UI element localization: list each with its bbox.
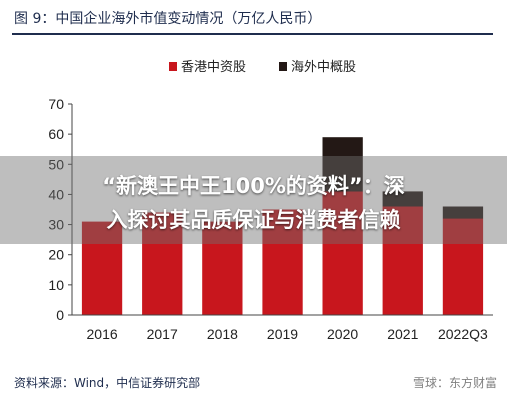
bar-segment: [322, 137, 363, 192]
source-note: 资料来源：Wind，中信证券研究部: [14, 376, 201, 390]
overlay-banner: [0, 156, 507, 244]
bar-segment: [442, 218, 484, 315]
y-tick-label: 0: [56, 307, 64, 323]
bar-segment: [81, 221, 123, 315]
title-divider: [12, 33, 493, 35]
y-tick-label: 30: [48, 217, 64, 233]
y-tick-label: 20: [48, 247, 64, 263]
y-tick-label: 10: [48, 277, 64, 293]
x-tick-label: 2017: [147, 326, 178, 342]
x-tick-label: 2018: [207, 326, 238, 342]
y-tick-label: 40: [48, 186, 64, 202]
bar-segment: [382, 191, 423, 207]
chart-legend: 香港中资股 海外中概股: [169, 59, 356, 74]
watermark: 雪球：东方财富: [412, 376, 497, 390]
figure-title: 图 9：中国企业海外市值变动情况（万亿人民币）: [14, 11, 322, 27]
x-tick-label: 2019: [267, 326, 298, 342]
bar-segment: [382, 206, 423, 315]
x-tick-label: 2021: [387, 326, 418, 342]
y-tick-label: 50: [48, 156, 64, 172]
x-tick-label: 2020: [327, 326, 358, 342]
legend-label: 香港中资股: [181, 59, 246, 74]
y-tick-label: 60: [48, 126, 64, 142]
legend-swatch: [279, 62, 287, 71]
bar-segment: [202, 221, 243, 315]
overlay-headline-line1: “新澳王中王100%的资料”：深: [102, 174, 405, 198]
bar-segment: [262, 209, 303, 315]
bar-segment: [442, 206, 484, 219]
bar-series: [81, 137, 484, 315]
x-tick-label: 2022Q3: [438, 326, 488, 342]
y-tick-label: 70: [48, 96, 64, 112]
x-axis: 2016 2017 2018 2019 2020 2021 2022Q3: [72, 314, 493, 342]
y-axis: 0 10 20 30 40 50 60 70: [48, 96, 73, 323]
legend-swatch: [169, 62, 177, 71]
legend-label: 海外中概股: [291, 59, 356, 74]
bar-segment: [142, 212, 183, 315]
bar-segment: [322, 191, 363, 315]
overlay-headline-line2: 入探讨其品质保证与消费者信赖: [106, 208, 401, 232]
x-tick-label: 2016: [87, 326, 118, 342]
